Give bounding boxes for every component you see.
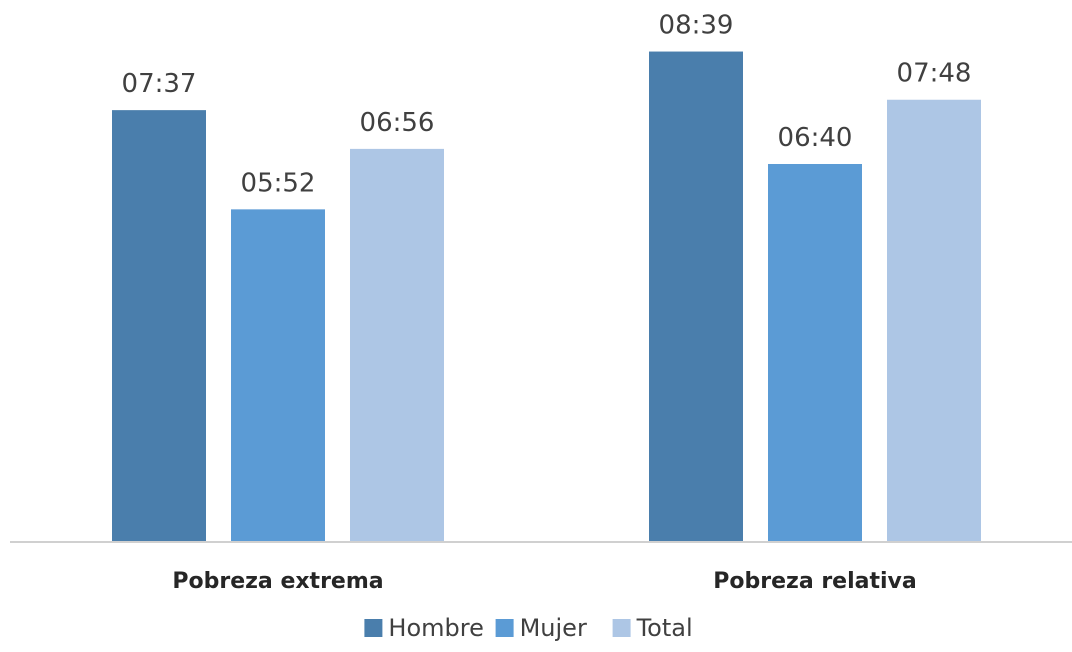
data-label-pobreza-relativa-mujer: 06:40 (778, 123, 853, 153)
data-label-pobreza-extrema-total: 06:56 (360, 108, 435, 138)
value-labels-group: 07:37 05:52 06:56 08:39 06:40 07:48 (122, 11, 972, 199)
legend-swatch-hombre (364, 619, 383, 637)
bar-pobreza-extrema-mujer (231, 209, 325, 543)
legend-label-mujer: Mujer (520, 614, 587, 642)
legend-swatch-total (612, 619, 631, 637)
bar-pobreza-relativa-mujer (768, 163, 862, 542)
bar-pobreza-extrema-hombre (112, 110, 206, 542)
legend-label-hombre: Hombre (388, 614, 483, 642)
category-labels-group: Pobreza extrema Pobreza relativa (172, 569, 916, 594)
category-label-pobreza-relativa: Pobreza relativa (713, 569, 916, 594)
bar-pobreza-relativa-hombre (649, 51, 743, 543)
category-label-pobreza-extrema: Pobreza extrema (172, 569, 383, 594)
data-label-pobreza-extrema-hombre: 07:37 (122, 69, 197, 99)
data-label-pobreza-relativa-total: 07:48 (897, 59, 972, 89)
legend-swatch-mujer (495, 619, 514, 637)
data-label-pobreza-extrema-mujer: 05:52 (241, 168, 316, 198)
data-label-pobreza-relativa-hombre: 08:39 (659, 11, 734, 41)
bars-group (112, 51, 981, 543)
legend: Hombre Mujer Total (364, 614, 693, 642)
bar-pobreza-extrema-total (350, 148, 444, 542)
legend-label-total: Total (636, 614, 693, 642)
bar-pobreza-relativa-total (887, 99, 981, 543)
